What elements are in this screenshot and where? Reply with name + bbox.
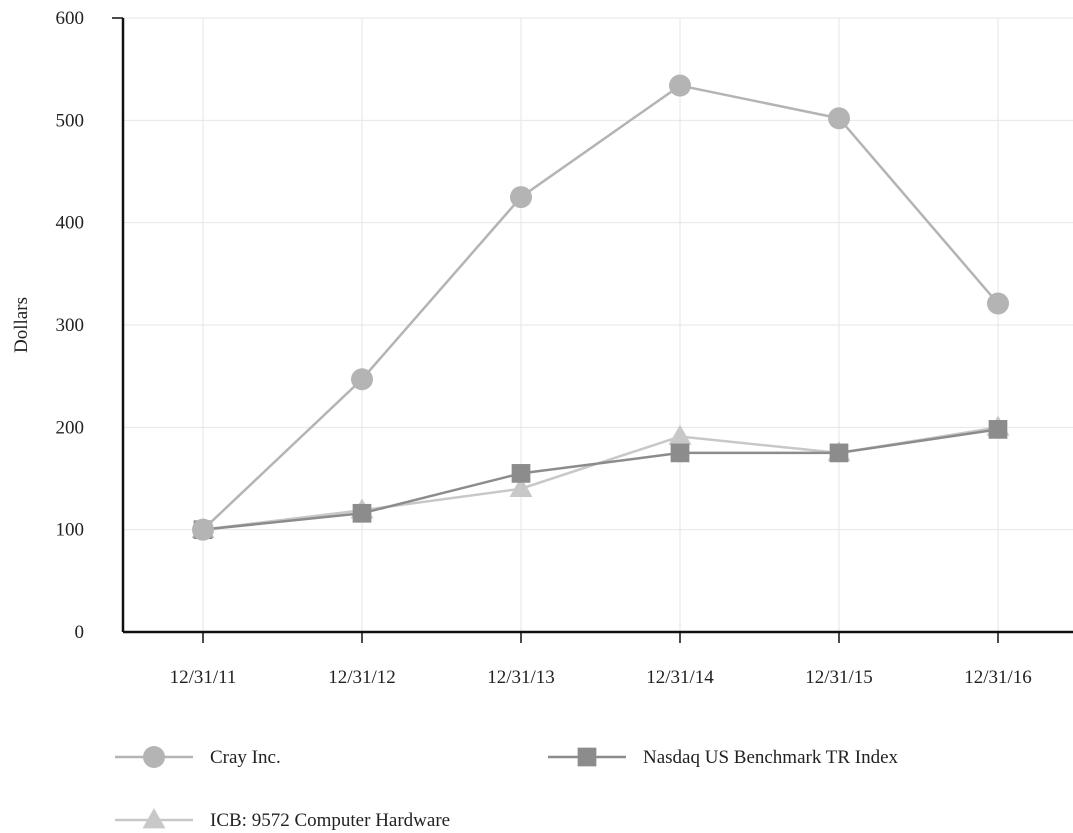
data-point	[509, 476, 533, 498]
legend-label: Cray Inc.	[210, 747, 281, 768]
legend-item: ICB: 9572 Computer Hardware	[115, 808, 450, 831]
x-tick-label: 12/31/15	[805, 667, 873, 688]
legend-label: ICB: 9572 Computer Hardware	[210, 810, 450, 831]
data-point	[828, 107, 850, 130]
x-tick-label: 12/31/14	[646, 667, 714, 688]
data-point	[669, 74, 691, 97]
axes	[112, 17, 1073, 643]
series-line	[202, 426, 999, 531]
data-point	[352, 503, 372, 523]
legend: Cray Inc. Nasdaq US Benchmark TR Index ICB…	[115, 746, 899, 831]
data-point	[510, 186, 532, 209]
series-line	[202, 84, 999, 531]
data-point	[988, 420, 1008, 439]
data-point	[668, 424, 692, 445]
series-circle	[192, 74, 1009, 541]
legend-marker	[577, 747, 597, 767]
x-tick-label: 12/31/12	[328, 667, 396, 688]
y-tick-label: 0	[75, 622, 85, 643]
legend-label: Nasdaq US Benchmark TR Index	[643, 747, 899, 768]
legend-marker	[142, 808, 166, 829]
y-tick-label: 400	[56, 213, 85, 234]
y-tick-label: 100	[56, 520, 85, 541]
y-tick-label: 500	[56, 110, 85, 131]
x-tick-label: 12/31/13	[487, 667, 555, 688]
grid-lines	[123, 17, 1073, 632]
y-tick-labels: 0 100 200 300 400 500 600	[56, 8, 85, 643]
legend-item: Nasdaq US Benchmark TR Index	[548, 747, 899, 768]
data-point	[192, 518, 214, 541]
legend-item: Cray Inc.	[115, 746, 281, 768]
y-axis-title: Dollars	[11, 297, 32, 353]
data-point	[987, 292, 1009, 315]
x-tick-labels: 12/31/11 12/31/12 12/31/13 12/31/14 12/31/15…	[170, 667, 1032, 688]
series-triangle	[191, 415, 1010, 538]
data-point	[670, 443, 690, 463]
series-group	[191, 74, 1010, 541]
y-tick-label: 300	[56, 315, 85, 336]
legend-marker	[143, 746, 165, 768]
data-point	[511, 464, 531, 483]
y-tick-label: 200	[56, 417, 85, 438]
data-point	[351, 368, 373, 391]
series-line	[202, 428, 999, 531]
series-square	[193, 420, 1008, 540]
data-point	[829, 443, 849, 463]
y-tick-label: 600	[56, 8, 85, 29]
x-tick-label: 12/31/16	[964, 667, 1032, 688]
x-tick-label: 12/31/11	[170, 667, 237, 688]
